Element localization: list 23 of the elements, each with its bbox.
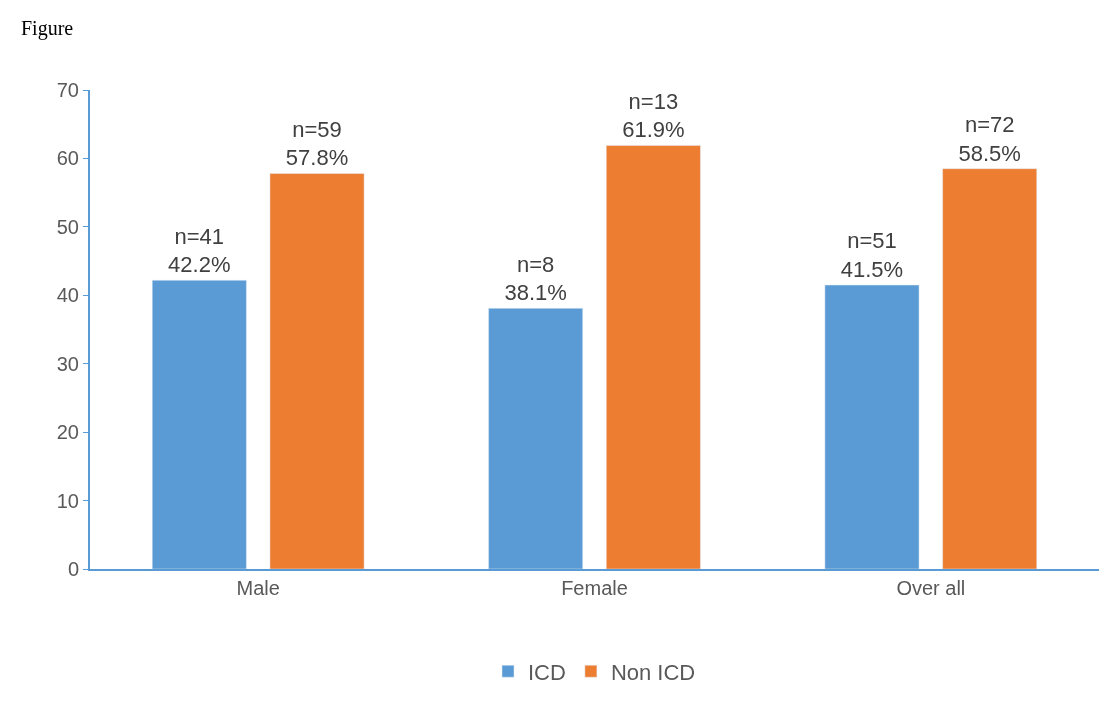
data-label: n=72 58.5% [958, 112, 1021, 166]
y-tick-label: 70 [56, 79, 79, 101]
chart-title: Figure [21, 17, 74, 40]
y-tick-label: 10 [56, 489, 79, 512]
bar [269, 173, 365, 569]
y-tick-label: 0 [67, 558, 79, 580]
bar [942, 168, 1038, 569]
data-label: n=51 41.5% [840, 228, 904, 283]
legend-label: ICD [528, 659, 566, 685]
x-tick-label: Male [236, 577, 280, 599]
legend-label: Non ICD [610, 659, 696, 685]
y-tick-label: 50 [56, 215, 79, 238]
data-label: n=8 38.1% [504, 251, 567, 306]
x-tick-label: Over all [896, 577, 966, 599]
x-tick-label: Female [561, 577, 628, 599]
y-tick-label: 30 [56, 352, 79, 375]
y-tick-label: 20 [56, 421, 79, 444]
data-label: n=13 61.9% [622, 88, 685, 143]
y-tick-label: 40 [56, 284, 79, 307]
bar [606, 145, 701, 569]
data-label: n=59 57.8% [285, 116, 349, 171]
y-tick-label: 60 [56, 147, 79, 170]
data-label: n=41 42.2% [168, 223, 231, 278]
